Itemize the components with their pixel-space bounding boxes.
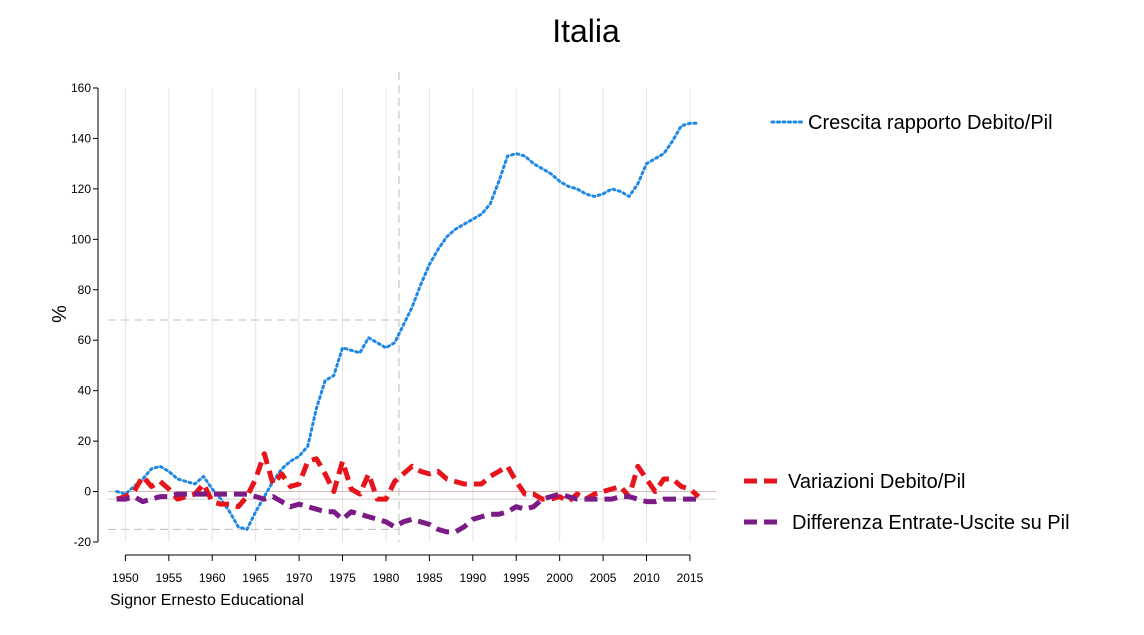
x-tick-label: 1995 (503, 571, 530, 585)
y-tick-label: 160 (71, 81, 91, 95)
y-tick-label: 60 (78, 333, 92, 347)
series-layer (115, 121, 701, 535)
x-tick-label: 1980 (373, 571, 400, 585)
axes: -20 0 20 40 60 80 100 120 140 160 1950 1955 1960 1965… (71, 81, 704, 585)
x-tick-label: 1985 (416, 571, 443, 585)
series-debt-growth-line (115, 121, 701, 531)
x-tick-label: 1990 (459, 571, 486, 585)
x-tick-label: 2000 (546, 571, 573, 585)
y-tick-label: 100 (71, 232, 91, 246)
y-tick-label: 80 (78, 283, 92, 297)
x-tick-label: 1955 (155, 571, 182, 585)
x-tick-label: 1960 (199, 571, 226, 585)
chart-title: Italia (552, 13, 620, 49)
x-tick-label: 1975 (329, 571, 356, 585)
y-tick-label: 40 (78, 384, 92, 398)
legend-revenue-expense-label: Differenza Entrate-Uscite su Pil (792, 512, 1070, 534)
y-tick-label: 140 (71, 131, 91, 145)
series-revenue-expense-line (116, 491, 699, 535)
legend-debt-growth-label: Crescita rapporto Debito/Pil (808, 112, 1053, 134)
x-tick-label: 1970 (286, 571, 313, 585)
credit-text: Signor Ernesto Educational (110, 592, 304, 609)
x-tick-label: 2010 (633, 571, 660, 585)
y-tick-label: 20 (78, 434, 92, 448)
x-tick-label: 2005 (590, 571, 617, 585)
x-tick-label: 1965 (242, 571, 269, 585)
grid (124, 88, 691, 542)
x-tick-label: 2015 (677, 571, 704, 585)
y-tick-label: 0 (84, 485, 91, 499)
x-tick-label: 1950 (112, 571, 139, 585)
y-tick-label: 120 (71, 182, 91, 196)
legend-debt-change-label: Variazioni Debito/Pil (788, 471, 966, 493)
y-axis-label: % (47, 305, 69, 323)
series-debt-change-line (115, 451, 701, 510)
y-tick-label: -20 (74, 535, 92, 549)
legend: Crescita rapporto Debito/Pil Variazioni D… (744, 112, 1070, 534)
reference-lines (108, 72, 716, 542)
